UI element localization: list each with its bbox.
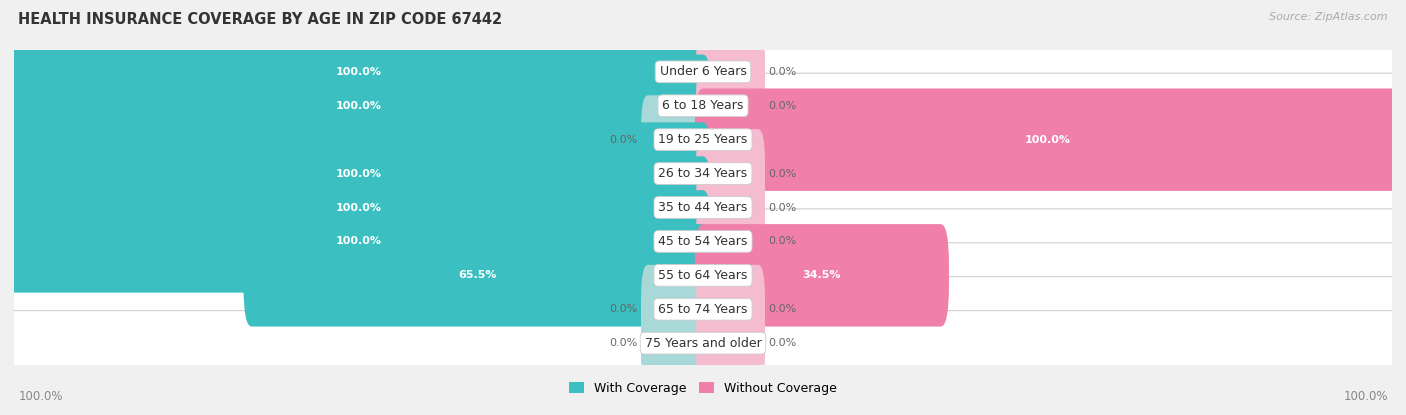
Text: 100.0%: 100.0% — [1343, 390, 1388, 403]
Text: 65.5%: 65.5% — [458, 270, 496, 280]
FancyBboxPatch shape — [6, 156, 711, 259]
FancyBboxPatch shape — [6, 122, 711, 225]
Legend: With Coverage, Without Coverage: With Coverage, Without Coverage — [564, 377, 842, 400]
Text: Under 6 Years: Under 6 Years — [659, 65, 747, 78]
FancyBboxPatch shape — [641, 299, 710, 388]
FancyBboxPatch shape — [6, 54, 711, 157]
Text: 0.0%: 0.0% — [609, 135, 637, 145]
Text: 100.0%: 100.0% — [336, 101, 381, 111]
Text: 0.0%: 0.0% — [769, 338, 797, 348]
Text: Source: ZipAtlas.com: Source: ZipAtlas.com — [1270, 12, 1388, 22]
FancyBboxPatch shape — [696, 27, 765, 116]
FancyBboxPatch shape — [11, 107, 1395, 172]
Text: 0.0%: 0.0% — [609, 338, 637, 348]
FancyBboxPatch shape — [11, 141, 1395, 206]
FancyBboxPatch shape — [11, 209, 1395, 274]
Text: 0.0%: 0.0% — [769, 101, 797, 111]
Text: 100.0%: 100.0% — [1025, 135, 1070, 145]
FancyBboxPatch shape — [243, 224, 711, 327]
FancyBboxPatch shape — [696, 197, 765, 286]
FancyBboxPatch shape — [641, 95, 710, 184]
FancyBboxPatch shape — [11, 277, 1395, 342]
FancyBboxPatch shape — [696, 299, 765, 388]
Text: 65 to 74 Years: 65 to 74 Years — [658, 303, 748, 316]
Text: HEALTH INSURANCE COVERAGE BY AGE IN ZIP CODE 67442: HEALTH INSURANCE COVERAGE BY AGE IN ZIP … — [18, 12, 502, 27]
Text: 100.0%: 100.0% — [336, 168, 381, 178]
Text: 6 to 18 Years: 6 to 18 Years — [662, 99, 744, 112]
Text: 100.0%: 100.0% — [336, 203, 381, 212]
FancyBboxPatch shape — [6, 21, 711, 123]
Text: 35 to 44 Years: 35 to 44 Years — [658, 201, 748, 214]
Text: 34.5%: 34.5% — [803, 270, 841, 280]
FancyBboxPatch shape — [11, 73, 1395, 138]
FancyBboxPatch shape — [6, 190, 711, 293]
Text: 0.0%: 0.0% — [769, 203, 797, 212]
Text: 19 to 25 Years: 19 to 25 Years — [658, 133, 748, 146]
Text: 26 to 34 Years: 26 to 34 Years — [658, 167, 748, 180]
Text: 75 Years and older: 75 Years and older — [644, 337, 762, 350]
Text: 100.0%: 100.0% — [336, 237, 381, 247]
FancyBboxPatch shape — [11, 310, 1395, 376]
FancyBboxPatch shape — [11, 243, 1395, 308]
FancyBboxPatch shape — [641, 265, 710, 354]
FancyBboxPatch shape — [11, 39, 1395, 105]
Text: 0.0%: 0.0% — [609, 304, 637, 314]
Text: 55 to 64 Years: 55 to 64 Years — [658, 269, 748, 282]
FancyBboxPatch shape — [696, 163, 765, 252]
FancyBboxPatch shape — [696, 265, 765, 354]
Text: 0.0%: 0.0% — [769, 304, 797, 314]
Text: 45 to 54 Years: 45 to 54 Years — [658, 235, 748, 248]
Text: 0.0%: 0.0% — [769, 237, 797, 247]
Text: 0.0%: 0.0% — [769, 168, 797, 178]
FancyBboxPatch shape — [696, 61, 765, 150]
Text: 100.0%: 100.0% — [336, 67, 381, 77]
Text: 100.0%: 100.0% — [18, 390, 63, 403]
Text: 0.0%: 0.0% — [769, 67, 797, 77]
FancyBboxPatch shape — [695, 224, 949, 327]
FancyBboxPatch shape — [695, 88, 1400, 191]
FancyBboxPatch shape — [696, 129, 765, 218]
FancyBboxPatch shape — [11, 175, 1395, 240]
